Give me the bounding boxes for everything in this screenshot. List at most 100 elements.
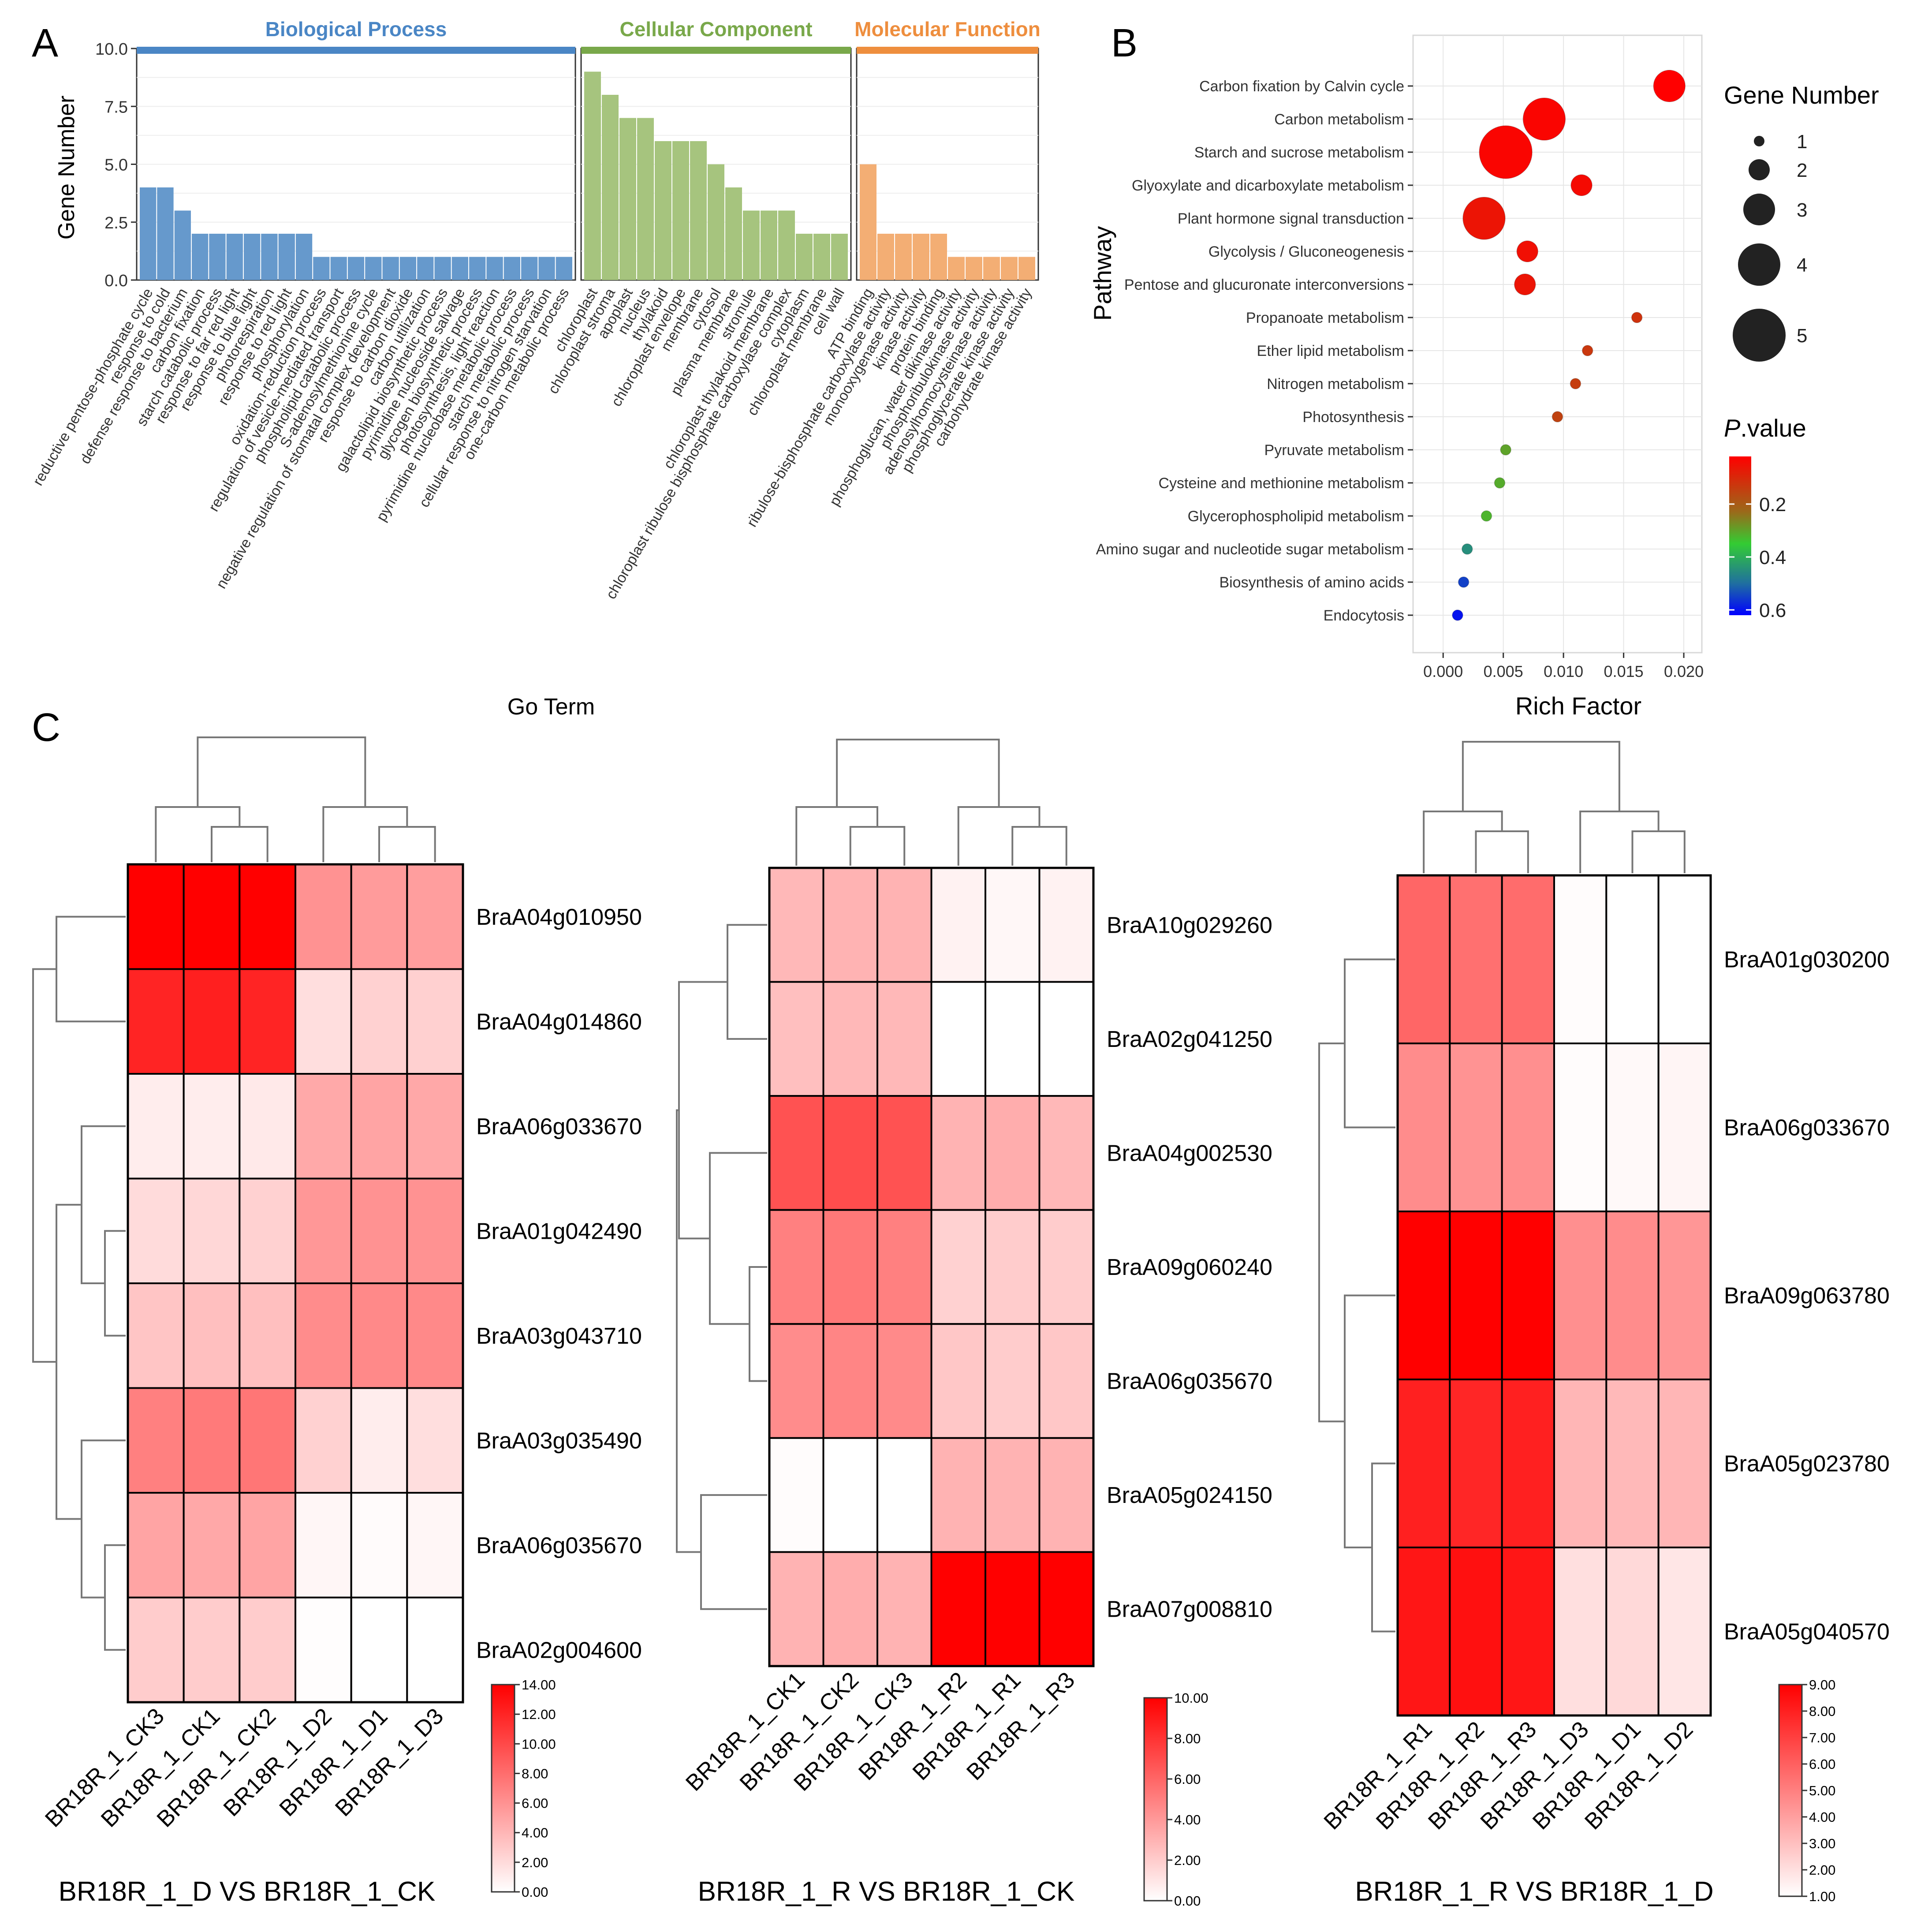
- panel-label-b: B: [1111, 21, 1138, 65]
- go-bar: [948, 257, 965, 280]
- heatmap-cell: [930, 867, 986, 983]
- kegg-size-legend-label: 5: [1797, 325, 1807, 347]
- heatmap-cell: [768, 867, 824, 983]
- heatmap-cell: [1605, 1547, 1660, 1716]
- heatmap-cell: [183, 1492, 241, 1599]
- heatmap-cell: [985, 1437, 1041, 1553]
- dendrogram-branch: [32, 968, 56, 1363]
- kegg-point: [1494, 477, 1506, 489]
- heatmap-legend-label: 4.00: [1809, 1809, 1835, 1825]
- kegg-bubble-chart: Carbon fixation by Calvin cycle Carbon me…: [1089, 34, 1879, 720]
- heatmap-row-label: BraA04g014860: [476, 1009, 642, 1035]
- heatmap-cell: [295, 1596, 352, 1703]
- heatmap-legend-label: 7.00: [1809, 1730, 1835, 1745]
- heatmap-row-label: BraA02g041250: [1107, 1027, 1272, 1052]
- heatmap-cell: [1553, 1379, 1607, 1548]
- heatmap-legend-label: 0.00: [522, 1884, 548, 1900]
- heatmap-cell: [1657, 1547, 1712, 1716]
- go-bar: [796, 234, 813, 280]
- go-facet-header-bar: [581, 47, 851, 54]
- go-bar: [209, 234, 226, 280]
- heatmap-legend-bar: [1143, 1697, 1168, 1902]
- heatmap-cell: [295, 1177, 352, 1284]
- go-bar: [1001, 257, 1018, 280]
- go-bar: [831, 234, 848, 280]
- kegg-size-legend-label: 2: [1797, 160, 1807, 181]
- heatmap-cell: [350, 1492, 408, 1599]
- heatmap-legend-label: 6.00: [522, 1796, 548, 1811]
- heatmap-cell: [985, 1323, 1041, 1439]
- heatmap-cell: [985, 1551, 1041, 1667]
- kegg-xlabel: Rich Factor: [1515, 692, 1641, 720]
- heatmap-legend-label: 2.00: [522, 1855, 548, 1870]
- kegg-xtick-label: 0.000: [1423, 662, 1463, 680]
- heatmap-legend-label: 6.00: [1174, 1771, 1201, 1787]
- kegg-pathway-label: Cysteine and methionine metabolism: [1158, 475, 1404, 492]
- heatmap-legend-label: 0.00: [1174, 1893, 1201, 1909]
- go-bar: [365, 257, 382, 280]
- kegg-pathway-label: Glycerophospholipid metabolism: [1188, 508, 1404, 525]
- heatmap-cell: [183, 1596, 241, 1703]
- kegg-color-tick-label: 0.4: [1759, 547, 1786, 568]
- heatmap-cell: [1397, 1547, 1451, 1716]
- heatmap-cell: [350, 1596, 408, 1703]
- kegg-size-legend-label: 4: [1797, 254, 1807, 276]
- heatmap-cell: [930, 1095, 986, 1211]
- kegg-pathway-label: Glyoxylate and dicarboxylate metabolism: [1132, 177, 1404, 194]
- heatmap-cell: [1397, 1379, 1451, 1548]
- go-bar: [983, 257, 1000, 280]
- heatmap-cell: [1397, 874, 1451, 1044]
- heatmap-cell: [183, 968, 241, 1075]
- kegg-size-legend-dot: [1743, 194, 1775, 225]
- go-bar: [556, 257, 572, 280]
- kegg-point: [1570, 378, 1581, 389]
- heatmap-row-label: BraA09g063780: [1724, 1283, 1890, 1309]
- heatmap-r-vs-d: BraA01g030200 BraA06g033670 BraA09g063780 B…: [1318, 741, 1890, 1907]
- go-bar: [913, 234, 929, 280]
- kegg-point: [1552, 411, 1563, 422]
- heatmap-legend-label: 4.00: [1174, 1812, 1201, 1827]
- heatmap-cell: [822, 1323, 878, 1439]
- heatmap-cell: [985, 867, 1041, 983]
- go-bar: [538, 257, 555, 280]
- heatmap-title: BR18R_1_R VS BR18R_1_D: [1355, 1876, 1713, 1907]
- kegg-color-legend-bar: [1729, 456, 1751, 615]
- go-ytick-label: 2.5: [104, 214, 128, 232]
- heatmap-cell: [127, 1387, 185, 1494]
- heatmap-legend-label: 14.00: [522, 1677, 556, 1693]
- go-bar: [382, 257, 399, 280]
- heatmap-cell: [350, 863, 408, 970]
- heatmap-row-label: BraA05g023780: [1724, 1451, 1890, 1477]
- heatmap-cell: [876, 1551, 932, 1667]
- go-bar: [503, 257, 521, 280]
- heatmap-cell: [930, 1437, 986, 1553]
- heatmap-cell: [183, 1282, 241, 1389]
- heatmap-legend-label: 12.00: [522, 1707, 556, 1722]
- go-bar: [469, 257, 486, 280]
- heatmap-cell: [295, 1073, 352, 1180]
- go-bar: [690, 141, 707, 280]
- panel-label-c: C: [32, 706, 60, 750]
- heatmap-cell: [1605, 1043, 1660, 1212]
- heatmap-cell: [1553, 1547, 1607, 1716]
- kegg-point: [1479, 125, 1533, 179]
- kegg-point: [1514, 273, 1536, 295]
- kegg-pathway-label: Nitrogen metabolism: [1267, 376, 1404, 392]
- go-bar: [813, 234, 830, 280]
- heatmap-row-label: BraA02g004600: [476, 1637, 642, 1663]
- kegg-size-legend-title: Gene Number: [1724, 81, 1879, 109]
- heatmap-cell: [1449, 874, 1503, 1044]
- heatmap-legend-label: 4.00: [522, 1825, 548, 1841]
- heatmap-cell: [930, 1209, 986, 1325]
- kegg-pathway-label: Pentose and glucuronate interconversions: [1124, 277, 1404, 293]
- heatmap-cell: [822, 1551, 878, 1667]
- go-bar: [743, 210, 760, 280]
- kegg-plot-background: [1412, 34, 1703, 654]
- heatmap-legend-label: 2.00: [1174, 1853, 1201, 1868]
- go-bar: [174, 210, 191, 280]
- heatmap-cell: [239, 1073, 296, 1180]
- heatmap-cell: [1657, 1379, 1712, 1548]
- kegg-color-tick-label: 0.2: [1759, 494, 1786, 516]
- heatmap-cell: [1397, 1043, 1451, 1212]
- heatmap-cell: [768, 1323, 824, 1439]
